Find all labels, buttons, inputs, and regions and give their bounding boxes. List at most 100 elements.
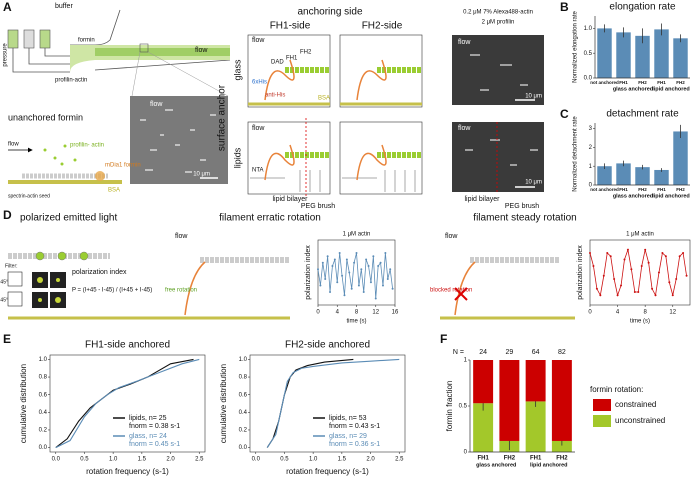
- label: flow: [8, 142, 19, 148]
- data-point: [651, 287, 654, 290]
- bar-segment: [551, 440, 572, 452]
- legend-swatch: [593, 399, 611, 411]
- label: lipids: [232, 147, 242, 168]
- label: flow: [252, 125, 265, 132]
- y-tick-label: 1: [464, 358, 468, 364]
- data-point: [668, 281, 671, 284]
- data-point: [620, 284, 623, 287]
- y-tick-label: 2: [589, 145, 593, 151]
- label: buffer: [55, 3, 73, 10]
- x-tick-label: FH1: [619, 187, 628, 192]
- y-tick-label: 0.6: [39, 392, 48, 398]
- y-tick-label: 0.2: [39, 428, 48, 434]
- x-tick-label: 4: [616, 310, 620, 316]
- data-point: [609, 255, 612, 258]
- x-tick-label: 2.5: [195, 457, 204, 463]
- data-point: [606, 252, 609, 254]
- y-label: formin fraction: [445, 381, 454, 432]
- legend-label: lipids, n= 25: [129, 415, 167, 422]
- plot-frame: [49, 354, 206, 453]
- label: flow: [195, 47, 208, 54]
- label: filament erratic rotation: [219, 213, 321, 224]
- group-label: lipid anchored: [652, 86, 690, 92]
- label: P = (I+45 - I-45) / (I+45 + I-45): [72, 288, 152, 294]
- data-point: [384, 252, 387, 254]
- bar: [616, 163, 631, 185]
- x-tick-label: 0: [588, 310, 592, 316]
- data-point: [381, 284, 384, 287]
- legend-note: fnorm = 0.38 s-1: [129, 423, 180, 430]
- data-point: [630, 268, 633, 271]
- x-tick-label: not anchored: [590, 80, 619, 85]
- x-tick-label: FH1: [657, 80, 666, 85]
- x-tick-label: FH1: [657, 187, 666, 192]
- legend-swatch: [593, 415, 611, 427]
- data-point: [623, 258, 626, 261]
- data-point: [626, 248, 629, 251]
- data-point: [654, 294, 657, 297]
- data-point: [613, 278, 616, 280]
- x-label: rotation frequency (s-1): [286, 467, 369, 476]
- label: lipid bilayer: [464, 196, 500, 203]
- y-label: cumulative distribution: [19, 364, 28, 443]
- label: filament steady rotation: [473, 213, 576, 224]
- legend-note: fnorm = 0.43 s-1: [329, 423, 380, 430]
- label: blocked rotation: [430, 288, 472, 294]
- data-point: [333, 258, 336, 261]
- legend-label: glass, n= 24: [129, 433, 167, 440]
- bar-segment: [525, 360, 546, 402]
- data-line: [55, 358, 200, 449]
- label: glass: [232, 59, 242, 81]
- x-tick-label: 0: [316, 310, 320, 316]
- data-point: [664, 255, 667, 258]
- data-point: [685, 274, 688, 277]
- data-point: [389, 268, 392, 271]
- chart-title: FH2-side anchored: [285, 340, 370, 351]
- group-label: glass anchored: [613, 193, 653, 199]
- x-tick-label: not anchored: [590, 187, 619, 192]
- data-point: [616, 294, 619, 297]
- x-tick-label: FH2: [638, 187, 647, 192]
- n-value: 29: [505, 349, 513, 356]
- x-tick-label: FH2: [556, 456, 568, 462]
- y-tick-label: 0: [464, 450, 468, 456]
- x-tick-label: 1.5: [338, 457, 347, 463]
- data-point: [345, 258, 348, 261]
- illustrations: [7, 9, 575, 320]
- x-tick-label: 0.5: [80, 457, 89, 463]
- data-point: [633, 291, 636, 293]
- group-label: lipid anchored: [530, 462, 568, 468]
- label: flow: [458, 39, 471, 46]
- panel-letter: E: [3, 332, 11, 346]
- x-label: rotation frequency (s-1): [86, 467, 169, 476]
- y-tick-label: 1.0: [39, 357, 48, 363]
- data-point: [675, 278, 678, 280]
- label: flow: [252, 37, 265, 44]
- label: -45°: [0, 297, 8, 303]
- label: profilin-actin: [55, 78, 87, 84]
- chart-title: detachment rate: [606, 109, 679, 120]
- label: anti-His: [265, 93, 285, 99]
- label: BSA: [108, 188, 120, 194]
- label: spectrin-actin seed: [8, 193, 50, 199]
- group-label: lipid anchored: [652, 193, 690, 199]
- x-tick-label: 16: [392, 310, 399, 316]
- bar: [635, 167, 650, 185]
- bar-segment: [473, 403, 494, 452]
- data-point: [321, 261, 324, 264]
- data-point: [350, 287, 353, 290]
- label: FH2-side: [362, 21, 403, 32]
- x-tick-label: 12: [669, 310, 676, 316]
- y-tick-label: 0.6: [239, 392, 248, 398]
- label: 10 μm: [525, 180, 542, 186]
- data-point: [379, 261, 382, 264]
- axis: [594, 16, 690, 79]
- bar: [635, 35, 650, 78]
- x-tick-label: 1.0: [309, 457, 318, 463]
- x-tick-label: 0.0: [52, 457, 61, 463]
- label: 10 μm: [193, 172, 210, 178]
- x-tick-label: 2.0: [166, 457, 175, 463]
- y-tick-label: 0: [589, 183, 593, 189]
- x-tick-label: FH1: [530, 456, 542, 462]
- data-point: [331, 265, 334, 267]
